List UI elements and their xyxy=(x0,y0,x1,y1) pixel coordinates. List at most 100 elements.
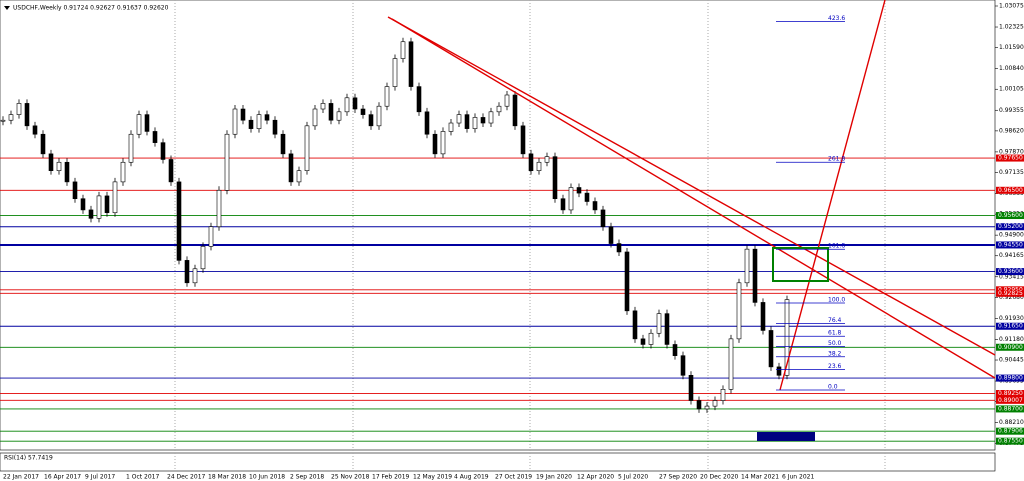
x-tick-label: 1 Oct 2017 xyxy=(126,474,159,481)
candle xyxy=(624,251,630,312)
y-tick-label: 0.99355 xyxy=(999,107,1024,114)
candle xyxy=(544,156,550,163)
candle xyxy=(48,153,54,171)
level-tag xyxy=(996,322,1024,330)
candle xyxy=(296,170,302,183)
candle xyxy=(200,246,206,270)
level-tag xyxy=(996,223,1024,231)
fibonacci: 423.6 261.8 161.8 100.0 76.4 61.8 50.0 38.2 23.6… xyxy=(776,15,845,391)
candle xyxy=(120,161,126,183)
level-label: 0.90900 xyxy=(998,344,1023,351)
candle xyxy=(376,105,382,127)
y-tick-label: 0.98620 xyxy=(999,127,1024,134)
fib-label: 0.0 xyxy=(828,384,838,391)
candle xyxy=(152,131,158,143)
x-tick-label: 5 Jul 2020 xyxy=(618,474,648,481)
y-tick-label: 1.02325 xyxy=(999,24,1024,31)
x-tick-label: 20 Dec 2020 xyxy=(700,474,739,481)
candle xyxy=(272,119,278,135)
candle xyxy=(352,97,358,110)
x-tick-label: 16 Apr 2017 xyxy=(44,474,81,481)
chart-title: USDCHF,Weekly 0.91724 0.92627 0.91637 0.… xyxy=(13,5,169,12)
trend-line xyxy=(391,18,996,379)
menu-arrow[interactable] xyxy=(4,6,10,10)
candle xyxy=(608,226,614,244)
fib-label: 100.0 xyxy=(828,297,845,304)
fib-label: 261.8 xyxy=(828,156,845,163)
candle xyxy=(64,161,70,183)
candle xyxy=(768,330,774,368)
candle xyxy=(600,209,606,228)
candle xyxy=(704,405,710,410)
candle xyxy=(176,181,182,261)
candle xyxy=(112,181,118,214)
candle xyxy=(776,366,782,376)
candle xyxy=(424,111,430,135)
candle xyxy=(496,105,502,113)
rsi-frame xyxy=(0,452,996,472)
candle xyxy=(136,114,142,135)
target-box xyxy=(772,247,829,282)
candle xyxy=(168,159,174,183)
candle xyxy=(512,94,518,127)
candle xyxy=(368,114,374,127)
x-tick-label: 25 Nov 2018 xyxy=(331,474,370,481)
candle xyxy=(416,86,422,113)
x-tick-label: 24 Dec 2017 xyxy=(167,474,206,481)
candle xyxy=(592,201,598,211)
level-label: 0.91650 xyxy=(998,323,1023,330)
candle xyxy=(520,125,526,155)
level-label: 0.94550 xyxy=(998,241,1023,248)
level-tag xyxy=(996,289,1024,297)
candle xyxy=(104,195,110,214)
level-tag xyxy=(996,154,1024,162)
y-tick-label: 0.94165 xyxy=(999,252,1024,259)
candle xyxy=(688,374,694,401)
candle xyxy=(760,302,766,331)
candle xyxy=(24,103,30,127)
candle xyxy=(40,133,46,155)
level-label: 0.92825 xyxy=(998,290,1023,297)
candle xyxy=(552,156,558,200)
candle xyxy=(696,400,702,410)
candle xyxy=(440,131,446,155)
x-tick-label: 19 Jan 2020 xyxy=(536,474,572,481)
y-tick-label: 1.00105 xyxy=(999,86,1024,93)
y-tick-label: 0.97870 xyxy=(999,148,1024,155)
candle xyxy=(784,299,790,376)
y-tick-label: 0.90445 xyxy=(999,357,1024,364)
candle xyxy=(488,111,494,124)
fib-label: 23.6 xyxy=(828,363,842,370)
candle xyxy=(208,226,214,247)
candle xyxy=(80,198,86,211)
candle xyxy=(736,282,742,340)
y-tick-label: 0.94900 xyxy=(999,232,1024,239)
y-tick-label: 1.01590 xyxy=(999,44,1024,51)
candle xyxy=(672,344,678,356)
candle xyxy=(216,189,222,228)
level-tag xyxy=(996,437,1024,445)
level-tag xyxy=(996,405,1024,413)
candle xyxy=(240,108,246,121)
candle xyxy=(400,41,406,59)
candle xyxy=(432,133,438,155)
candle xyxy=(304,125,310,171)
candle xyxy=(616,243,622,253)
candle xyxy=(312,108,318,127)
x-tick-label: 27 Sep 2020 xyxy=(659,474,697,481)
y-tick-label: 1.03075 xyxy=(999,2,1024,9)
candle xyxy=(344,97,350,113)
candle xyxy=(744,248,750,284)
candle xyxy=(184,260,190,284)
candle xyxy=(656,313,662,334)
candle xyxy=(464,114,470,129)
candle xyxy=(224,133,230,191)
levels xyxy=(0,157,995,442)
x-tick-label: 10 Jun 2018 xyxy=(249,474,285,481)
level-label: 0.89800 xyxy=(998,375,1023,382)
level-label: 0.88700 xyxy=(998,405,1023,412)
y-tick-label: 0.88210 xyxy=(999,419,1024,426)
marker-box xyxy=(757,432,815,441)
level-tag xyxy=(996,343,1024,351)
level-label: 0.95200 xyxy=(998,223,1023,230)
